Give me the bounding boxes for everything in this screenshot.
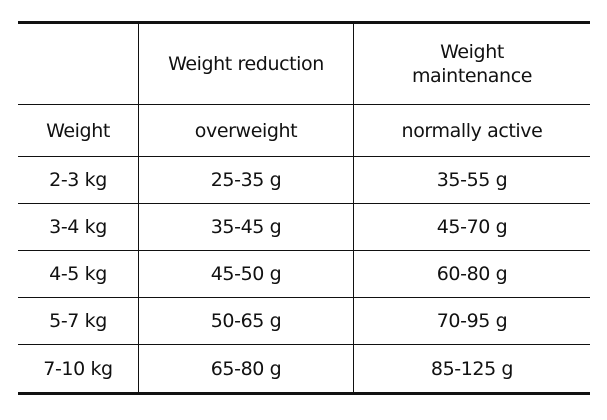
row-divider xyxy=(18,203,590,204)
table-row-weight-cell: 7-10 kg xyxy=(18,345,138,392)
maintenance-value: 45-70 g xyxy=(436,216,508,238)
table-row-maintenance-cell: 35-55 g xyxy=(354,157,590,203)
weight-value: 4-5 kg xyxy=(49,263,107,285)
table-row-maintenance-cell: 85-125 g xyxy=(354,345,590,392)
subheader-weight: Weight xyxy=(18,105,138,156)
subheader-overweight-label: overweight xyxy=(194,119,298,142)
row-divider xyxy=(18,297,590,298)
header-weight-maintenance-label-line2: maintenance xyxy=(411,65,533,87)
table-row-reduction-cell: 35-45 g xyxy=(139,204,353,250)
maintenance-value: 35-55 g xyxy=(436,169,508,191)
reduction-value: 50-65 g xyxy=(210,310,282,332)
table-row-weight-cell: 5-7 kg xyxy=(18,298,138,344)
table-row-reduction-cell: 50-65 g xyxy=(139,298,353,344)
header-weight-reduction: Weight reduction xyxy=(139,24,353,104)
table-row-reduction-cell: 65-80 g xyxy=(139,345,353,392)
maintenance-value: 85-125 g xyxy=(430,357,514,380)
column-divider xyxy=(138,24,139,392)
feeding-table: Weight reduction Weight maintenance Weig… xyxy=(18,21,590,395)
weight-value: 5-7 kg xyxy=(49,310,107,332)
table-row-weight-cell: 2-3 kg xyxy=(18,157,138,203)
header-corner-cell xyxy=(18,24,138,104)
table-row-maintenance-cell: 60-80 g xyxy=(354,251,590,297)
subheader-normally-active: normally active xyxy=(354,105,590,156)
reduction-value: 35-45 g xyxy=(210,216,282,238)
table-row-weight-cell: 3-4 kg xyxy=(18,204,138,250)
table-row-maintenance-cell: 45-70 g xyxy=(354,204,590,250)
header-weight-maintenance-label-line1: Weight xyxy=(440,41,504,63)
weight-value: 7-10 kg xyxy=(43,357,113,380)
subheader-weight-label: Weight xyxy=(46,119,110,142)
header-weight-maintenance: Weight maintenance xyxy=(354,24,590,104)
table-row-reduction-cell: 25-35 g xyxy=(139,157,353,203)
subheader-overweight: overweight xyxy=(139,105,353,156)
maintenance-value: 60-80 g xyxy=(436,263,508,285)
weight-value: 2-3 kg xyxy=(49,169,107,191)
reduction-value: 45-50 g xyxy=(210,263,282,285)
subheader-normally-active-label: normally active xyxy=(401,119,543,142)
row-divider xyxy=(18,344,590,345)
header-bottom-rule xyxy=(18,104,590,105)
column-divider xyxy=(353,24,354,392)
weight-value: 3-4 kg xyxy=(49,216,107,238)
row-divider xyxy=(18,250,590,251)
subheader-bottom-rule xyxy=(18,156,590,157)
table-top-rule xyxy=(18,21,590,24)
table-row-maintenance-cell: 70-95 g xyxy=(354,298,590,344)
reduction-value: 65-80 g xyxy=(210,357,282,380)
table-row-reduction-cell: 45-50 g xyxy=(139,251,353,297)
maintenance-value: 70-95 g xyxy=(436,310,508,332)
reduction-value: 25-35 g xyxy=(210,169,282,191)
header-weight-reduction-label: Weight reduction xyxy=(168,53,324,75)
table-bottom-rule xyxy=(18,392,590,395)
table-row-weight-cell: 4-5 kg xyxy=(18,251,138,297)
